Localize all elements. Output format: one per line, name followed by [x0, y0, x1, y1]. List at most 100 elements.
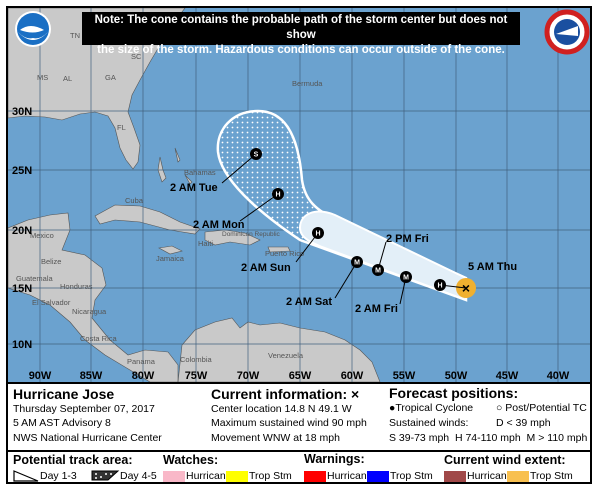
land-hispaniola	[204, 229, 261, 246]
svg-text:M: M	[403, 275, 409, 282]
svg-text:40W: 40W	[547, 370, 570, 382]
watches-title: Watches:	[163, 453, 219, 467]
place-labels: TN SC MS AL GA FL Bermuda Bahamas Cuba M…	[16, 31, 323, 366]
svg-text:45W: 45W	[496, 370, 519, 382]
center-location: Center location 14.8 N 49.1 W	[211, 403, 352, 415]
storm-info-panel: Hurricane Jose Thursday September 07, 20…	[8, 382, 590, 450]
warning-trop-label: Trop Stm	[390, 470, 433, 482]
place-label: SC	[131, 52, 142, 61]
lat-lon-grid	[8, 8, 590, 382]
track-area-title: Potential track area:	[13, 453, 133, 467]
lat-labels: 30N 25N 20N 15N 10N	[12, 106, 32, 351]
wind-trop-label: Trop Stm	[530, 470, 573, 482]
track-labels: 2 AM Tue 2 AM Mon 2 AM Sun 2 AM Sat 2 AM…	[170, 182, 517, 315]
filled-circle-icon: ●	[389, 402, 396, 414]
place-label: Belize	[41, 257, 61, 266]
storm-name: Hurricane Jose	[13, 386, 115, 402]
place-label: Dominican Republic	[222, 231, 281, 238]
day-1-3-cone-icon	[13, 470, 39, 482]
place-label: MS	[37, 73, 48, 82]
warning-hurricane-swatch	[304, 471, 326, 482]
cone-disclaimer-note: Note: The cone contains the probable pat…	[82, 12, 520, 56]
land-south-america	[177, 317, 381, 382]
place-label: GA	[105, 73, 116, 82]
land-bahamas	[157, 147, 193, 185]
issuing-center: NWS National Hurricane Center	[13, 432, 162, 444]
track-label: 2 PM Fri	[386, 233, 429, 245]
svg-text:H: H	[315, 231, 320, 238]
svg-text:H: H	[437, 283, 442, 290]
land-jamaica	[158, 245, 183, 255]
wind-extent-title: Current wind extent:	[444, 453, 566, 467]
svg-text:S: S	[254, 152, 259, 159]
place-label: Cuba	[125, 196, 144, 205]
forecast-point: S	[250, 148, 262, 160]
svg-text:90W: 90W	[29, 370, 52, 382]
place-label: Guatemala	[16, 274, 54, 283]
place-label: Bermuda	[292, 79, 323, 88]
nws-logo	[544, 9, 590, 55]
max-wind: Maximum sustained wind 90 mph	[211, 417, 367, 429]
d-definition: D < 39 mph	[496, 417, 551, 429]
cone-day-1-3	[298, 210, 467, 302]
shm-definitions: S 39-73 mph H 74-110 mph M > 110 mph	[389, 432, 588, 444]
place-label: Bahamas	[184, 168, 216, 177]
forecast-point: H	[272, 188, 284, 200]
forecast-point: M	[351, 256, 363, 268]
svg-text:80W: 80W	[132, 370, 155, 382]
place-label: Mexico	[30, 231, 54, 240]
svg-text:M: M	[354, 260, 360, 267]
svg-text:H: H	[275, 192, 280, 199]
place-label: Colombia	[180, 355, 213, 364]
movement: Movement WNW at 18 mph	[211, 432, 340, 444]
sustained-winds-label: Sustained winds:	[389, 417, 469, 429]
place-label: Panama	[127, 357, 156, 366]
track-label: 2 AM Mon	[193, 219, 245, 231]
land-cuba	[94, 204, 201, 235]
land-puerto-rico	[267, 246, 291, 253]
place-label: Venezuela	[268, 351, 304, 360]
day-1-3-label: Day 1-3	[40, 470, 77, 482]
warnings-title: Warnings:	[304, 452, 365, 466]
advisory-number: 5 AM AST Advisory 8	[13, 417, 111, 429]
place-label: Nicaragua	[72, 307, 107, 316]
wind-hurricane-label: Hurricane	[467, 470, 513, 482]
note-line: the size of the storm. Hazardous conditi…	[97, 44, 505, 56]
svg-text:55W: 55W	[393, 370, 416, 382]
legend-panel: Potential track area: Day 1-3 Day 4-5 Wa…	[8, 450, 590, 484]
forecast-point: M	[400, 271, 412, 283]
place-label: AL	[63, 74, 72, 83]
advisory-date: Thursday September 07, 2017	[13, 403, 155, 415]
svg-text:60W: 60W	[341, 370, 364, 382]
svg-text:85W: 85W	[80, 370, 103, 382]
land-united-states	[8, 8, 186, 170]
track-label: 2 AM Fri	[355, 303, 398, 315]
forecast-point: M	[372, 264, 384, 276]
tropical-cyclone-key: ●Tropical Cyclone	[389, 402, 474, 414]
land-central-america	[8, 212, 179, 382]
svg-text:M: M	[375, 268, 381, 275]
svg-text:15N: 15N	[12, 283, 32, 295]
current-position-x-icon: ×	[462, 280, 470, 296]
forecast-points: S H H M M M H	[250, 148, 446, 291]
place-label: Jamaica	[156, 254, 185, 263]
day-4-5-cone-icon	[91, 470, 120, 481]
watch-hurricane-label: Hurricane	[186, 470, 232, 482]
forecast-map: TN SC MS AL GA FL Bermuda Bahamas Cuba M…	[8, 8, 590, 382]
svg-text:25N: 25N	[12, 165, 32, 177]
track-label: 2 AM Sun	[241, 262, 291, 274]
place-label: El Salvador	[32, 298, 71, 307]
place-label: Costa Rica	[80, 334, 118, 343]
place-label: Puerto Rico	[265, 249, 304, 258]
forecast-point: H	[312, 227, 324, 239]
post-tc-key: ○ Post/Potential TC	[496, 402, 587, 414]
warning-trop-swatch	[367, 471, 389, 482]
warning-hurricane-label: Hurricane	[327, 470, 373, 482]
note-line: Note: The cone contains the probable pat…	[94, 14, 508, 41]
svg-text:10N: 10N	[12, 339, 32, 351]
svg-text:65W: 65W	[289, 370, 312, 382]
watch-hurricane-swatch	[163, 471, 185, 482]
svg-text:20N: 20N	[12, 225, 32, 237]
track-label: 5 AM Thu	[468, 261, 517, 273]
track-label: 2 AM Tue	[170, 182, 218, 194]
